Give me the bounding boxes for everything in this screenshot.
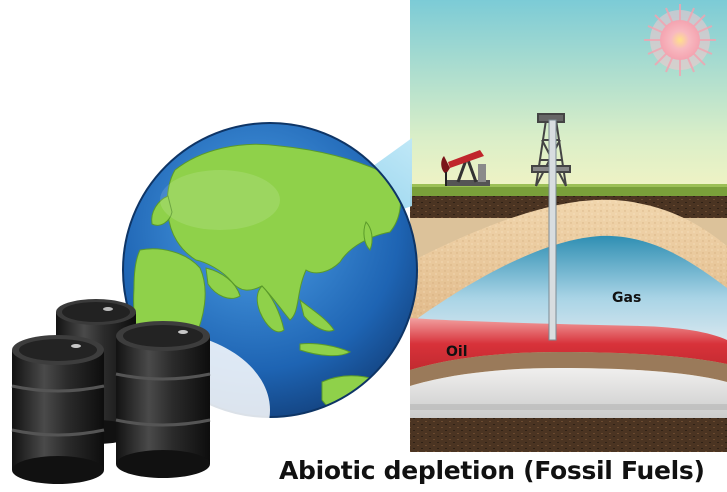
oil-barrel-left: [11, 335, 105, 484]
oil-barrels-icon: [11, 299, 270, 490]
gas-reservoir: [418, 235, 727, 340]
bedrock-layer: [410, 368, 727, 422]
deep-soil-layer: [410, 418, 727, 452]
underground-cross-section: Gas Oil: [410, 0, 727, 452]
shale-layer: [410, 352, 727, 386]
gas-label: Gas: [612, 290, 641, 306]
grass-strip: [410, 186, 727, 196]
caption-title: Abiotic depletion (Fossil Fuels): [279, 456, 705, 485]
pumpjack-icon: [441, 150, 490, 186]
oil-barrel-right: [115, 321, 211, 478]
well-pipe: [548, 119, 557, 341]
oil-label: Oil: [446, 344, 468, 360]
oil-reservoir: [410, 318, 727, 370]
sun-icon: [644, 4, 716, 76]
